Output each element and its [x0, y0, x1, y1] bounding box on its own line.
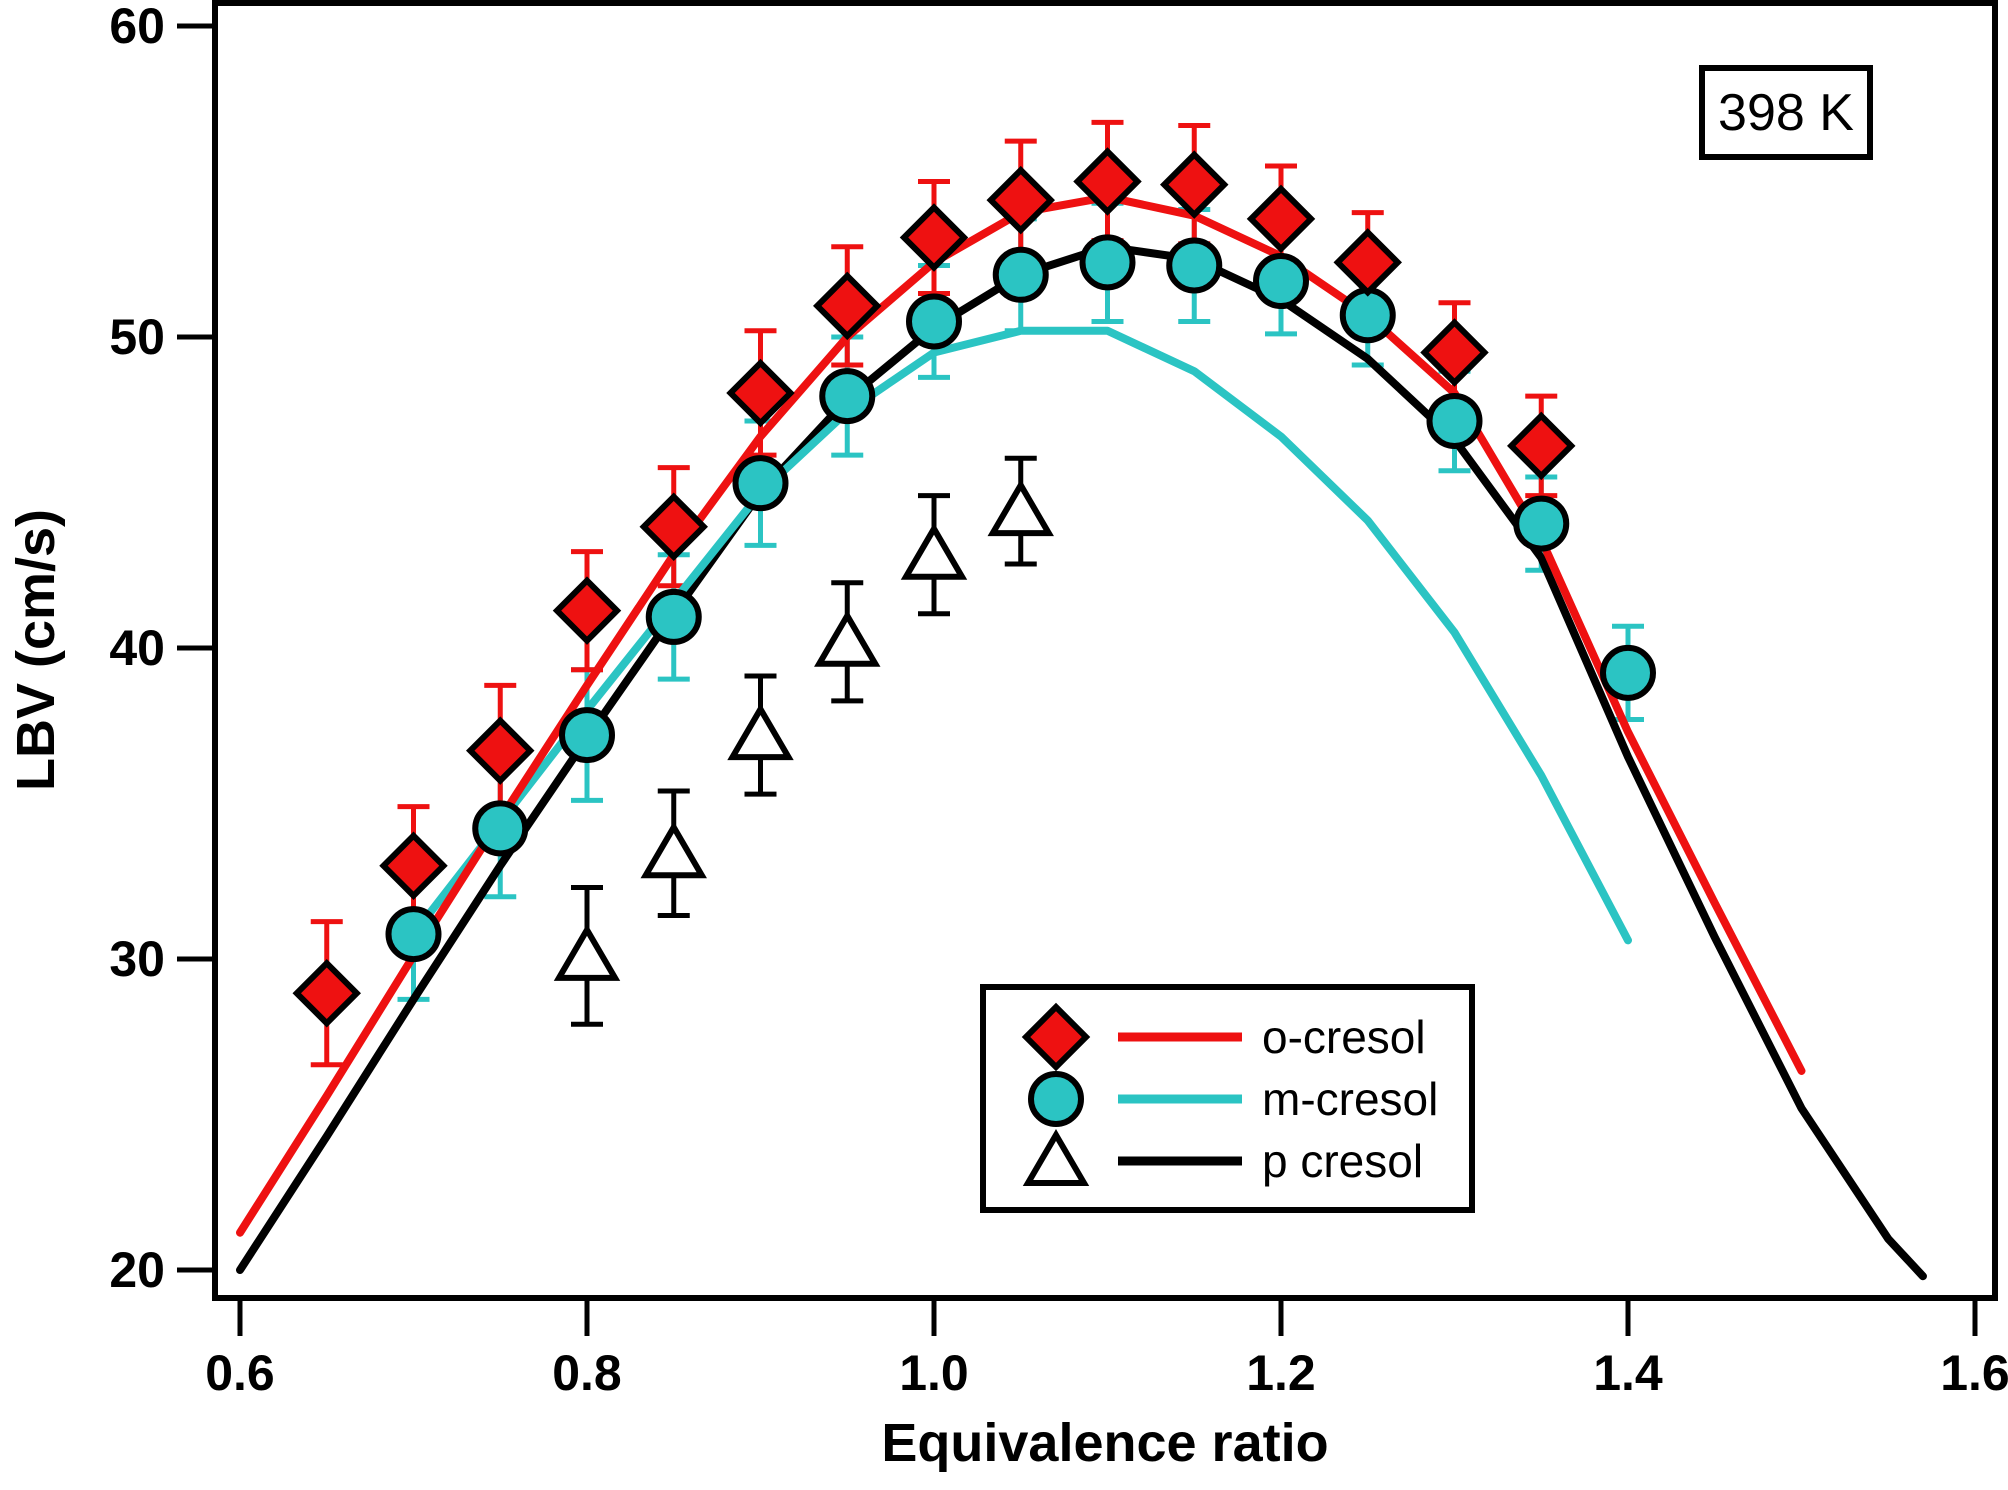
circle-marker	[385, 906, 442, 963]
x-axis: 0.6 0.8 1.0 1.2 1.4 1.6	[205, 1298, 2008, 1401]
diamond-marker	[1246, 184, 1316, 254]
diamond-marker	[552, 576, 622, 645]
legend: o-cresol m-cresol p cresol	[980, 984, 1475, 1213]
diamond-marker	[1507, 411, 1576, 481]
diamond-marker	[639, 492, 708, 561]
temperature-annotation: 398 K	[1699, 65, 1873, 160]
circle-marker	[1600, 644, 1656, 701]
series-o-cresol	[292, 147, 1576, 1028]
y-axis-title: LBV (cm/s)	[6, 508, 66, 792]
legend-item-label: m-cresol	[1262, 1073, 1438, 1125]
x-tick-label: 1.4	[1593, 1345, 1663, 1401]
diamond-marker	[1420, 318, 1489, 387]
circle-marker	[472, 800, 529, 857]
circle-marker	[1339, 287, 1396, 344]
circle-marker	[732, 455, 789, 512]
circle-marker	[1513, 495, 1570, 552]
diamond-marker	[292, 958, 361, 1028]
circle-marker	[1079, 234, 1136, 291]
legend-item-label: p cresol	[1262, 1135, 1423, 1187]
circle-marker	[1166, 237, 1223, 294]
circle-marker	[559, 707, 615, 764]
legend-item-label: o-cresol	[1262, 1011, 1426, 1063]
series-p-cresol	[553, 479, 1054, 981]
model-line-m-cresol	[409, 326, 1632, 945]
diamond-marker	[726, 358, 795, 428]
annotation-box	[1699, 65, 1873, 160]
x-tick-label: 0.8	[552, 1345, 622, 1401]
diamond-marker	[1073, 147, 1142, 216]
y-tick-label: 30	[109, 931, 165, 987]
y-tick-label: 50	[109, 309, 165, 365]
y-tick-label: 40	[109, 620, 165, 676]
circle-marker	[819, 368, 876, 425]
y-axis: 20 30 40 50 60	[109, 0, 215, 1298]
circle-marker	[1426, 392, 1483, 449]
triangle-marker	[1022, 1129, 1090, 1186]
diamond-marker	[813, 271, 882, 341]
diamond-marker	[466, 716, 535, 785]
diamond-marker	[1160, 150, 1229, 219]
triangle-marker	[900, 522, 968, 580]
diamond-marker	[1333, 228, 1402, 297]
x-tick-label: 1.6	[1940, 1345, 2008, 1401]
circle-marker	[645, 588, 702, 645]
x-tick-label: 0.6	[205, 1345, 275, 1401]
annotation-text: 398 K	[1718, 84, 1854, 142]
diamond-marker	[379, 831, 448, 900]
circle-marker	[1028, 1071, 1084, 1127]
y-tick-label: 60	[109, 0, 165, 54]
error-bars-p-cresol	[571, 455, 1037, 1027]
series-m-cresol	[385, 234, 1656, 963]
diamond-marker	[899, 203, 969, 272]
triangle-marker	[640, 821, 707, 879]
x-tick-label: 1.0	[899, 1345, 969, 1401]
circle-marker	[1253, 253, 1309, 310]
y-tick-label: 20	[109, 1242, 165, 1298]
triangle-marker	[987, 479, 1054, 537]
triangle-marker	[814, 609, 881, 667]
x-tick-label: 1.2	[1246, 1345, 1316, 1401]
triangle-marker	[727, 703, 794, 761]
diamond-marker	[1021, 1002, 1091, 1072]
triangle-marker	[553, 923, 621, 981]
circle-marker	[906, 293, 962, 350]
diamond-marker	[986, 165, 1055, 235]
x-axis-title: Equivalence ratio	[881, 1413, 1329, 1473]
circle-marker	[992, 246, 1049, 303]
